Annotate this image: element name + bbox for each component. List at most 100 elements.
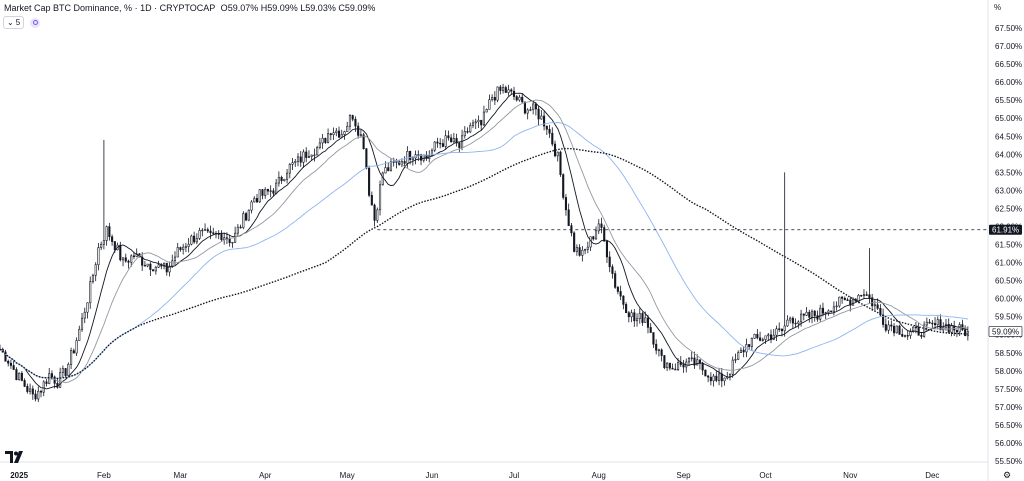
candle-body xyxy=(838,296,841,307)
candle-body xyxy=(728,373,732,377)
candle-body xyxy=(649,327,652,333)
candle-body xyxy=(635,318,639,322)
candle-body xyxy=(384,167,387,174)
candle-body xyxy=(72,350,75,354)
candle-body xyxy=(750,338,753,347)
candle-body xyxy=(884,324,887,331)
candle-body xyxy=(132,255,136,257)
candle-body xyxy=(491,97,494,100)
candle-body xyxy=(193,235,196,243)
candle-body xyxy=(564,197,568,211)
candle-body xyxy=(742,349,745,353)
candle-body xyxy=(296,156,300,162)
candle-body xyxy=(928,321,931,324)
candle-body xyxy=(18,372,21,381)
candle-body xyxy=(277,176,280,184)
candle-body xyxy=(127,260,130,263)
candle-body xyxy=(663,355,666,369)
candle-body xyxy=(316,147,319,156)
candle-body xyxy=(184,246,187,248)
candle-body xyxy=(507,89,510,93)
candle-body xyxy=(537,108,540,120)
y-tick-label: 60.00% xyxy=(995,295,1022,304)
candle-body xyxy=(173,256,177,262)
candle-body xyxy=(354,118,357,127)
candle-body xyxy=(841,296,844,299)
candle-body xyxy=(575,247,578,252)
candle-body xyxy=(455,138,458,144)
candle-body xyxy=(305,151,308,158)
candle-body xyxy=(250,201,253,211)
candle-body xyxy=(458,142,461,148)
indicator-status-icon[interactable] xyxy=(30,17,41,28)
candle-body xyxy=(220,233,223,241)
candle-body xyxy=(444,135,447,147)
separator: · xyxy=(154,3,158,13)
candle-body xyxy=(239,226,242,229)
candle-body xyxy=(898,325,901,335)
candle-body xyxy=(119,244,122,261)
candle-body xyxy=(696,359,699,366)
candle-body xyxy=(502,87,505,91)
candle-body xyxy=(359,134,362,136)
candle-body xyxy=(80,317,84,330)
candle-body xyxy=(567,209,570,226)
level-price-label: 61.91% xyxy=(992,226,1019,235)
y-tick-label: 65.00% xyxy=(995,114,1022,123)
y-tick-label: 61.50% xyxy=(995,241,1022,250)
separator: · xyxy=(134,3,138,13)
candle-body xyxy=(791,317,794,324)
tradingview-logo-icon[interactable] xyxy=(5,451,25,463)
candle-body xyxy=(608,256,611,268)
candle-body xyxy=(209,230,212,234)
candle-body xyxy=(182,246,185,250)
collapse-indicators-button[interactable]: ⌄ 5 xyxy=(3,16,25,29)
interval[interactable]: 1D xyxy=(140,3,152,13)
low-value: 59.03% xyxy=(305,3,336,13)
candle-body xyxy=(313,154,316,157)
candle-body xyxy=(780,328,783,332)
candle-body xyxy=(466,131,469,133)
candle-body xyxy=(395,161,398,163)
settings-gear-icon[interactable]: ⚙ xyxy=(1003,470,1012,480)
x-tick-label: Apr xyxy=(259,471,272,480)
candle-body xyxy=(373,204,376,221)
candle-body xyxy=(603,227,606,242)
candle-body xyxy=(485,109,488,113)
candle-body xyxy=(709,376,712,382)
candle-body xyxy=(810,310,814,318)
candle-body xyxy=(529,109,532,111)
candle-body xyxy=(731,359,734,375)
candle-body xyxy=(335,130,338,134)
candle-body xyxy=(715,375,718,381)
candle-body xyxy=(332,132,335,136)
candle-body xyxy=(556,151,559,157)
x-tick-label: Aug xyxy=(592,471,606,480)
candle-body xyxy=(59,372,62,388)
candle-body xyxy=(409,151,412,160)
candle-body xyxy=(42,381,45,393)
candle-body xyxy=(471,122,475,126)
ma-mid-line xyxy=(0,99,968,383)
candle-body xyxy=(805,311,808,316)
candle-body xyxy=(876,304,879,309)
y-tick-label: 57.50% xyxy=(995,385,1022,394)
candle-body xyxy=(737,352,740,360)
y-tick-label: 66.50% xyxy=(995,60,1022,69)
symbol-title[interactable]: Market Cap BTC Dominance, % xyxy=(4,3,133,13)
candle-body xyxy=(594,230,598,240)
x-tick-label: Nov xyxy=(843,471,857,480)
candle-body xyxy=(83,311,86,319)
candle-body xyxy=(723,377,726,382)
candle-body xyxy=(707,375,710,378)
candle-body xyxy=(348,115,352,127)
candle-body xyxy=(436,141,439,144)
candle-body xyxy=(26,386,29,392)
candle-body xyxy=(947,323,950,333)
candle-body xyxy=(545,125,548,130)
y-tick-label: 56.00% xyxy=(995,439,1022,448)
candle-body xyxy=(433,141,436,151)
candle-body xyxy=(783,325,786,332)
candle-body xyxy=(493,97,496,101)
